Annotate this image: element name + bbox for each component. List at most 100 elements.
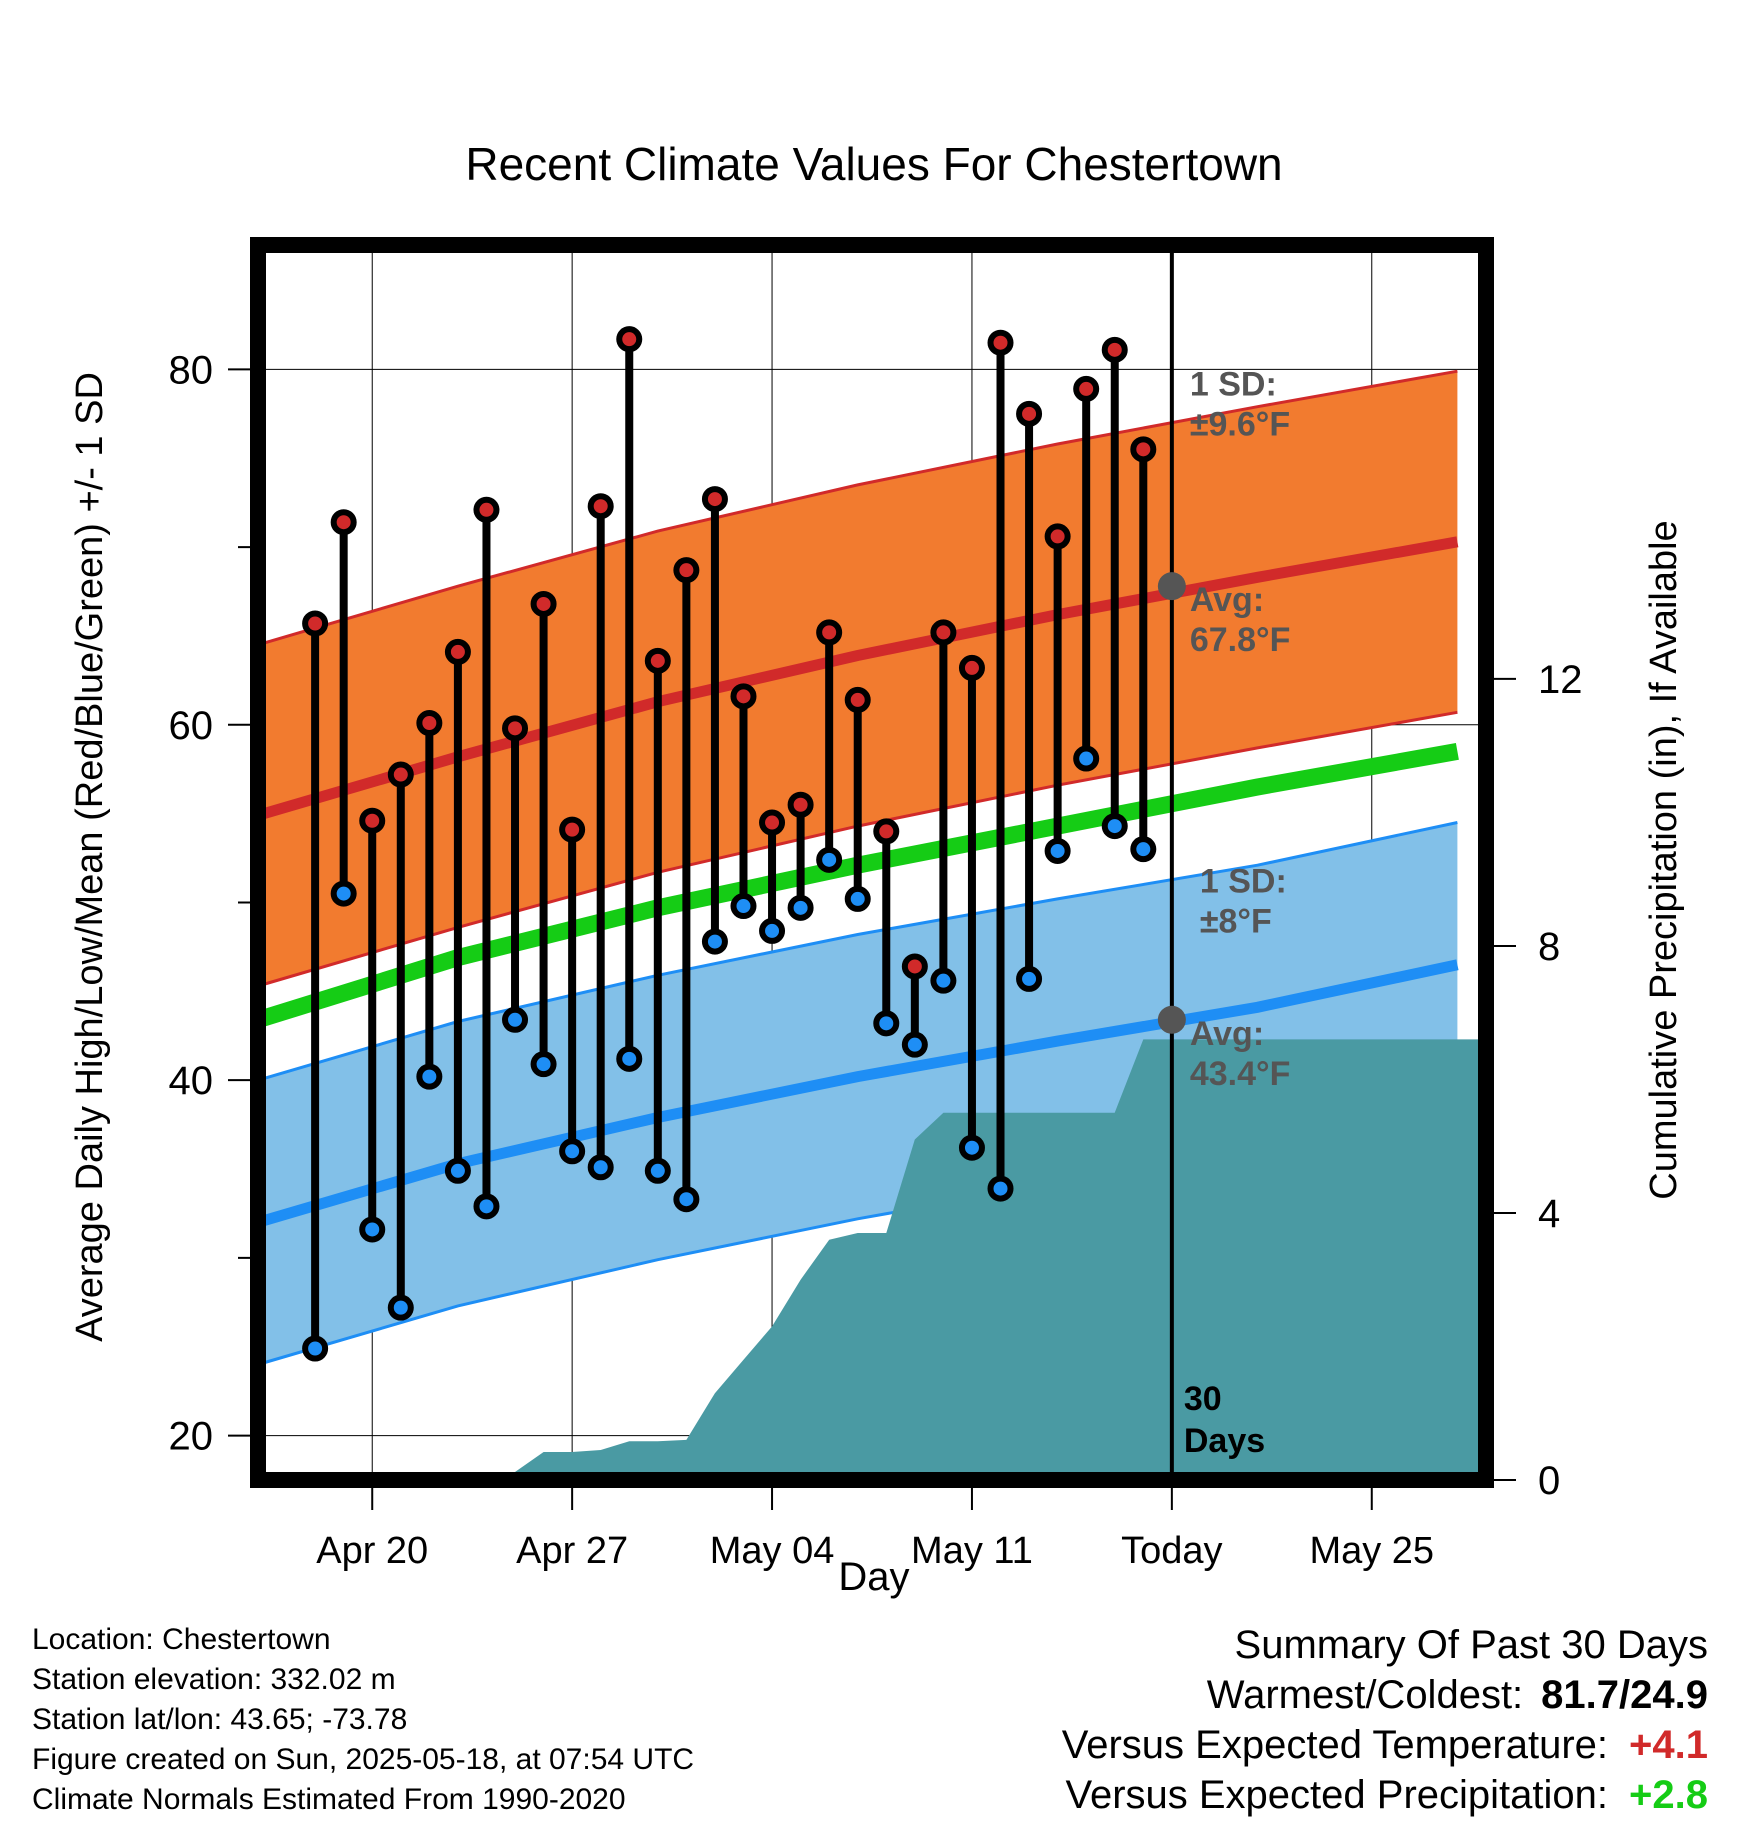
today-days-label: 30 xyxy=(1184,1380,1222,1418)
daily-low-dot xyxy=(444,1157,471,1184)
y2-tick-label: 8 xyxy=(1538,925,1560,969)
daily-high-dot xyxy=(444,638,471,665)
daily-high-dot xyxy=(730,683,757,710)
daily-low-dot xyxy=(530,1051,557,1078)
summary-temp: Versus Expected Temperature: +4.1 xyxy=(1062,1720,1708,1770)
daily-high-dot xyxy=(759,809,786,836)
daily-high-dot xyxy=(930,619,957,646)
x-tick-label: Today xyxy=(1121,1530,1222,1572)
daily-high-dot xyxy=(502,715,529,742)
low-sd-band xyxy=(258,822,1458,1365)
location-text: Location: Chestertown xyxy=(32,1623,331,1656)
daily-high-dot xyxy=(616,326,643,353)
x-tick-label: May 11 xyxy=(911,1530,1033,1572)
summary-title: Summary Of Past 30 Days xyxy=(1234,1623,1708,1667)
daily-low-dot xyxy=(416,1063,443,1090)
warm-cold-value: 81.7/24.9 xyxy=(1541,1673,1708,1717)
latlon-text: Station lat/lon: 43.65; -73.78 xyxy=(32,1703,408,1736)
daily-low-dot xyxy=(644,1157,671,1184)
high-sd-band xyxy=(258,371,1458,986)
y-tick-label: 80 xyxy=(169,348,214,392)
daily-low-dot xyxy=(987,1175,1014,1202)
daily-low-dot xyxy=(958,1134,985,1161)
summary-warm-cold: Warmest/Coldest: 81.7/24.9 xyxy=(1062,1670,1708,1720)
daily-low-dot xyxy=(616,1045,643,1072)
daily-high-dot xyxy=(330,509,357,536)
precip-label: Versus Expected Precipitation: xyxy=(1065,1773,1608,1817)
daily-high-dot xyxy=(473,496,500,523)
daily-high-dot xyxy=(1101,336,1128,363)
x-tick-label: Apr 27 xyxy=(516,1530,628,1572)
daily-low-dot xyxy=(701,928,728,955)
x-axis-label: Day xyxy=(838,1555,909,1599)
annotation-high-text: 1 SD: xyxy=(1190,366,1277,404)
daily-low-dot xyxy=(473,1193,500,1220)
daily-low-dot xyxy=(559,1138,586,1165)
daily-high-dot xyxy=(530,590,557,617)
y-tick-label: 20 xyxy=(169,1415,214,1459)
daily-high-dot xyxy=(987,329,1014,356)
daily-high-dot xyxy=(387,761,414,788)
daily-high-dot xyxy=(559,816,586,843)
station-info: Location: Chestertown Station elevation:… xyxy=(32,1620,694,1820)
plot-clip-group xyxy=(258,245,1486,1480)
y-tick-label: 60 xyxy=(169,704,214,748)
daily-low-dot xyxy=(502,1006,529,1033)
daily-low-dot xyxy=(787,894,814,921)
annotation-low-text: 1 SD: xyxy=(1200,863,1287,901)
daily-high-dot xyxy=(1073,375,1100,402)
y2-tick-label: 12 xyxy=(1538,658,1583,702)
daily-low-dot xyxy=(901,1031,928,1058)
y2-tick-label: 0 xyxy=(1538,1459,1560,1503)
y-tick-label: 40 xyxy=(169,1059,214,1103)
precip-value: +2.8 xyxy=(1629,1773,1708,1817)
daily-high-dot xyxy=(701,486,728,513)
precip-area xyxy=(315,1039,1486,1480)
x-tick-label: May 04 xyxy=(710,1530,835,1572)
daily-low-dot xyxy=(587,1154,614,1181)
y2-tick-label: 4 xyxy=(1538,1192,1560,1236)
chart-title: Recent Climate Values For Chestertown xyxy=(465,138,1282,190)
daily-low-dot xyxy=(1101,813,1128,840)
daily-high-dot xyxy=(673,557,700,584)
daily-low-dot xyxy=(1016,965,1043,992)
daily-high-dot xyxy=(901,953,928,980)
daily-high-dot xyxy=(359,807,386,834)
daily-high-dot xyxy=(816,619,843,646)
annotation-high-text: 67.8°F xyxy=(1190,621,1291,659)
x-tick-label: May 25 xyxy=(1309,1530,1434,1572)
today-high-avg-marker xyxy=(1157,572,1186,601)
climate-chart: Recent Climate Values For Chestertown Av… xyxy=(69,138,1685,1599)
daily-low-dot xyxy=(1044,837,1071,864)
daily-low-dot xyxy=(330,880,357,907)
today-low-avg-marker xyxy=(1157,1005,1186,1034)
summary-panel: Summary Of Past 30 Days Warmest/Coldest:… xyxy=(1062,1620,1708,1820)
daily-low-dot xyxy=(873,1010,900,1037)
daily-high-dot xyxy=(787,791,814,818)
warm-cold-label: Warmest/Coldest: xyxy=(1206,1673,1524,1717)
annotation-low-text: ±8°F xyxy=(1200,903,1272,941)
daily-low-dot xyxy=(359,1216,386,1243)
daily-low-dot xyxy=(1130,836,1157,863)
daily-low-dot xyxy=(730,893,757,920)
annotation-low-text: 43.4°F xyxy=(1190,1055,1291,1093)
daily-low-dot xyxy=(816,846,843,873)
temp-label: Versus Expected Temperature: xyxy=(1061,1723,1608,1767)
daily-high-dot xyxy=(302,610,329,637)
daily-low-dot xyxy=(844,885,871,912)
normals-text: Climate Normals Estimated From 1990-2020 xyxy=(32,1783,626,1816)
daily-low-dot xyxy=(387,1294,414,1321)
created-text: Figure created on Sun, 2025-05-18, at 07… xyxy=(32,1743,695,1776)
daily-high-dot xyxy=(416,710,443,737)
summary-precip: Versus Expected Precipitation: +2.8 xyxy=(1062,1770,1708,1820)
daily-high-dot xyxy=(1016,400,1043,427)
elevation-text: Station elevation: 332.02 m xyxy=(32,1663,396,1696)
daily-high-dot xyxy=(644,647,671,674)
today-days-label: Days xyxy=(1184,1422,1265,1460)
high-upper-edge xyxy=(258,369,1458,647)
annotation-high-text: ±9.6°F xyxy=(1190,406,1290,444)
daily-high-dot xyxy=(958,654,985,681)
daily-low-dot xyxy=(759,917,786,944)
annotation-high-text: Avg: xyxy=(1190,581,1264,619)
